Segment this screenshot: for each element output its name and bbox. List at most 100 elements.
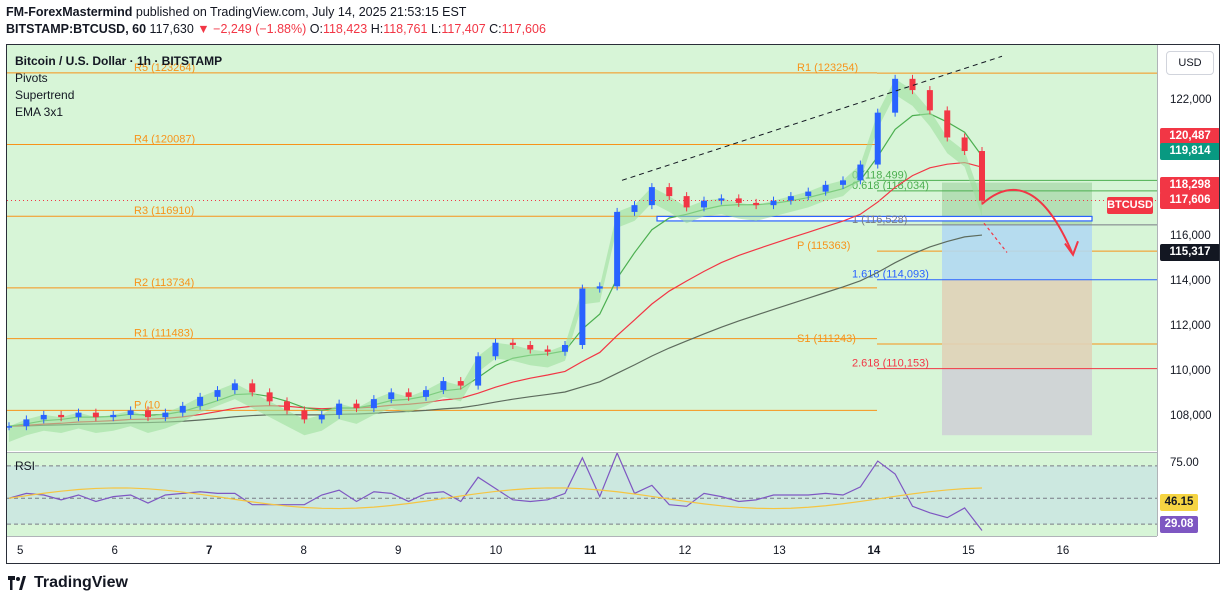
pivot-label-right-2: S1 (111243) (797, 333, 856, 345)
candle-body-43 (753, 202, 760, 206)
price-tick-0: 122,000 (1170, 94, 1212, 107)
pivot-label-left-0: R5 (123264) (134, 62, 195, 74)
candle-body-1 (23, 419, 30, 427)
open-label: O: (309, 22, 323, 36)
price-tick-3: 116,000 (1170, 229, 1211, 242)
rsi-chart-svg (7, 453, 1157, 531)
legend-ema[interactable]: EMA 3x1 (15, 105, 64, 119)
pivot-label-right-0: R1 (123254) (797, 62, 858, 74)
rsi-pane[interactable]: RSI (7, 452, 1157, 536)
legend-title[interactable]: Bitcoin / U.S. Dollar · 1h · BITSTAMP (15, 54, 223, 68)
time-tick-5: 10 (489, 545, 503, 557)
candle-body-0 (7, 426, 12, 428)
candle-body-3 (58, 414, 65, 418)
close-value: 117,606 (501, 22, 546, 36)
candle-body-33 (579, 288, 586, 345)
rsi-line (8, 453, 983, 531)
legend-pivots[interactable]: Pivots (15, 71, 48, 85)
candle-body-32 (562, 344, 568, 352)
close-label: C: (489, 22, 502, 36)
fib-label-2: 1 (116,528) (852, 214, 907, 226)
ema-mid-line (8, 161, 983, 427)
legend-supertrend[interactable]: Supertrend (15, 88, 75, 102)
ema-fast-line (8, 113, 983, 427)
candle-body-29 (509, 342, 516, 345)
high-value: 118,761 (383, 22, 428, 36)
fib-box-blue (942, 224, 1092, 280)
price-tick-6: 110,000 (1170, 365, 1211, 378)
price-tag-4: 115,317 (1160, 244, 1219, 262)
price-change: ▼ −2,249 (−1.88%) (197, 22, 307, 36)
time-tick-7: 12 (678, 545, 692, 557)
price-pane[interactable]: R5 (123264) R4 (120087) R3 (116910) R2 (113… (7, 45, 1157, 451)
candle-body-15 (266, 392, 273, 402)
candle-body-26 (457, 381, 464, 386)
candle-body-23 (405, 392, 412, 397)
projection-arrow (981, 188, 1073, 253)
candle-body-42 (735, 198, 742, 203)
time-tick-6: 11 (584, 545, 597, 557)
candle-body-2 (40, 414, 47, 420)
candle-body-10 (179, 405, 186, 413)
low-value: 117,407 (441, 22, 486, 36)
rsi-ma-line (8, 487, 983, 510)
author-name[interactable]: FM-ForexMastermind (6, 5, 133, 19)
candle-body-30 (527, 344, 534, 350)
price-tick-4: 114,000 (1170, 274, 1211, 287)
currency-selector[interactable]: USD (1166, 51, 1214, 75)
candle-body-5 (92, 412, 99, 418)
candle-body-35 (614, 211, 621, 287)
time-tick-9: 14 (867, 545, 881, 557)
time-axis[interactable]: 5 6 7 8 9 10 11 12 13 14 15 16 (7, 536, 1157, 563)
open-value: 118,423 (322, 22, 368, 36)
candle-body-18 (318, 414, 325, 420)
symbol-tag: BTCUSD (1107, 197, 1153, 214)
candle-body-24 (423, 390, 429, 397)
pivot-label-left-4: R1 (111483) (134, 328, 194, 340)
last-price: 117,630 (149, 22, 194, 36)
price-axis[interactable]: USD 122,000120,000118,000116,000114,0001… (1157, 45, 1219, 536)
candle-body-36 (631, 205, 638, 212)
rsi-level-2: 29.08 (1160, 516, 1198, 534)
candle-body-55 (961, 137, 968, 152)
publish-info: published on TradingView.com, July 14, 2… (135, 5, 467, 19)
candle-body-27 (475, 356, 482, 386)
candle-body-14 (249, 383, 256, 393)
candle-body-52 (909, 78, 916, 91)
time-tick-4: 9 (395, 545, 402, 557)
candle-body-37 (648, 187, 655, 206)
chart-legend: Bitcoin / U.S. Dollar · 1h · BITSTAMP Pi… (15, 53, 222, 121)
price-tag-1: 119,814 (1160, 142, 1219, 160)
candle-body-11 (197, 396, 204, 406)
candle-body-53 (926, 90, 933, 111)
rsi-label[interactable]: RSI (15, 459, 36, 473)
time-tick-8: 13 (773, 545, 786, 557)
candle-body-12 (214, 390, 221, 397)
candle-body-19 (336, 403, 343, 415)
price-tick-7: 108,000 (1170, 410, 1212, 423)
candle-body-45 (787, 196, 794, 201)
tradingview-logo-icon (8, 576, 26, 590)
candle-body-50 (874, 112, 881, 165)
projection-dashed-arrow (983, 222, 1008, 253)
time-tick-10: 15 (962, 545, 975, 557)
pivot-label-left-1: R4 (120087) (134, 134, 195, 146)
candle-body-22 (388, 392, 395, 400)
candle-body-31 (544, 349, 551, 352)
candle-body-48 (840, 180, 846, 185)
low-label: L: (430, 22, 442, 36)
price-tag-2: 118,298 (1160, 176, 1219, 194)
tradingview-wordmark: TradingView (34, 574, 128, 591)
pivot-label-left-2: R3 (116910) (134, 205, 194, 217)
candle-body-20 (353, 403, 360, 409)
fib-box-grey (942, 368, 1092, 436)
candle-body-54 (944, 110, 951, 138)
candle-body-13 (231, 383, 238, 391)
fib-label-3: 1.618 (114,093) (852, 269, 929, 281)
tradingview-footer[interactable]: TradingView (6, 574, 128, 592)
candle-body-38 (666, 187, 673, 197)
candle-body-41 (718, 198, 725, 201)
projection-arrowhead (1064, 240, 1079, 257)
price-tag-3: 117,606 (1160, 192, 1219, 210)
candle-body-39 (683, 196, 690, 208)
